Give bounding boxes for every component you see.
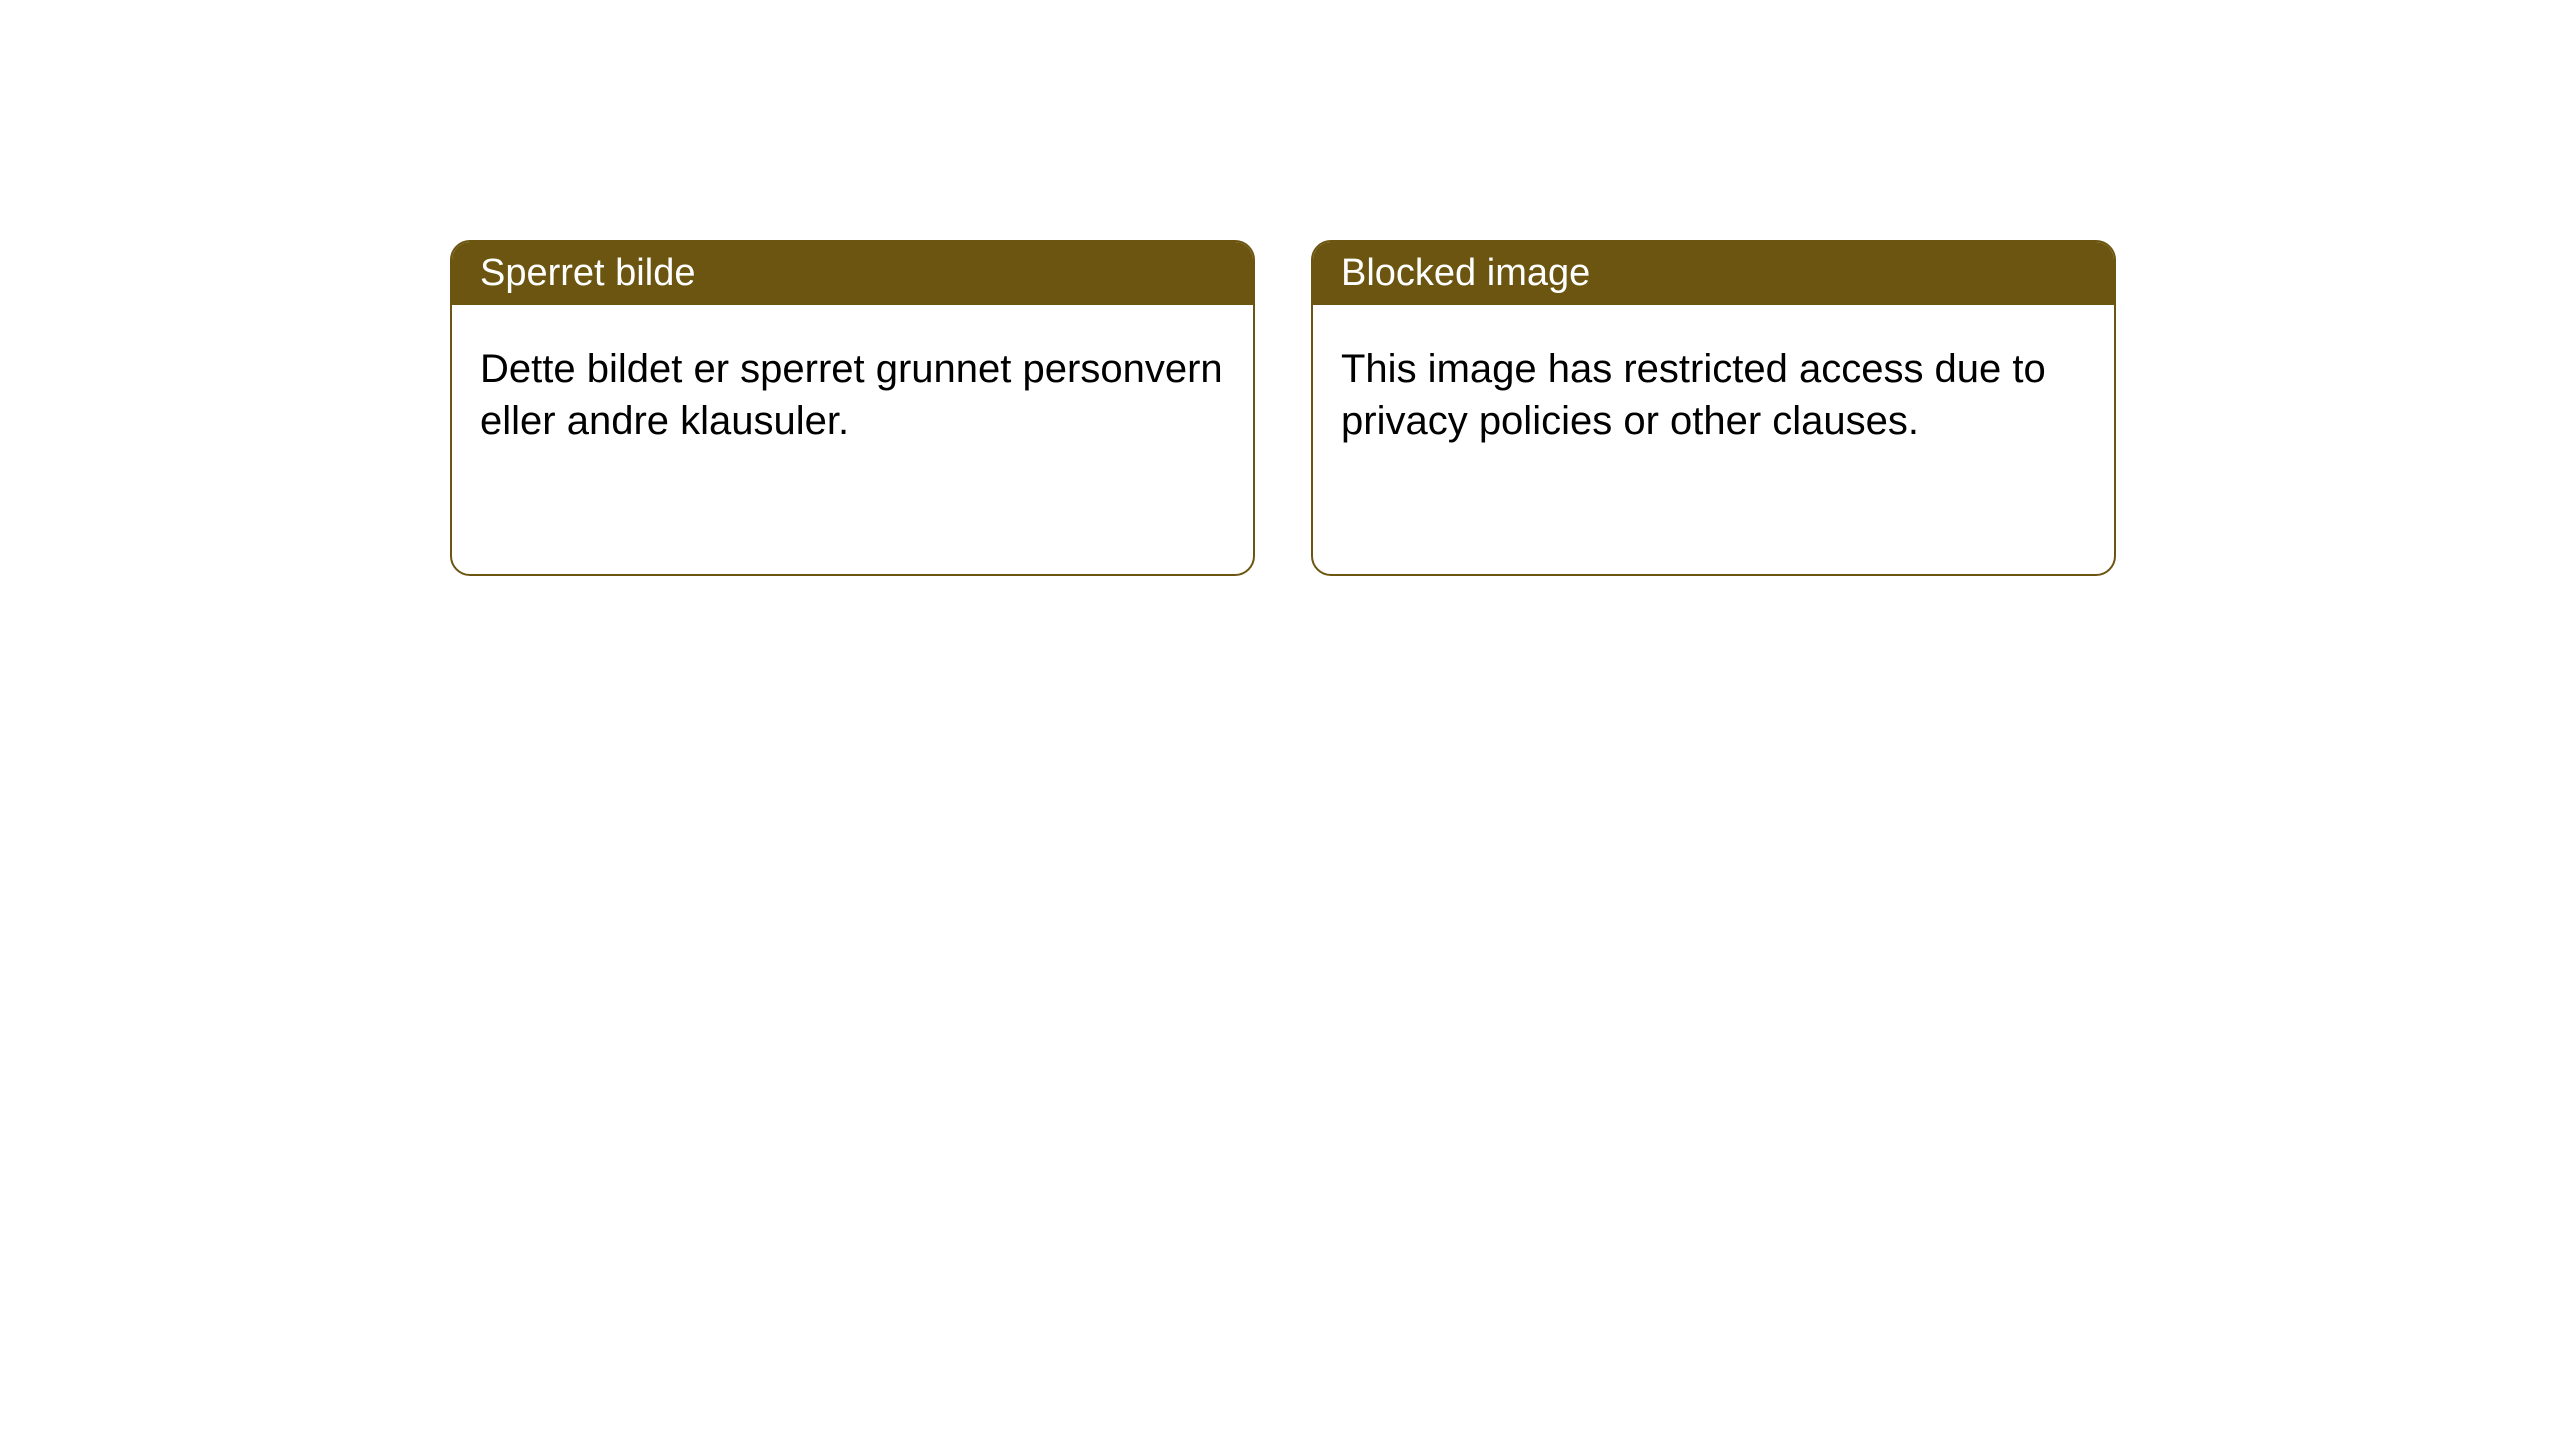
card-container: Sperret bilde Dette bildet er sperret gr… <box>0 0 2560 576</box>
blocked-image-card-en: Blocked image This image has restricted … <box>1311 240 2116 576</box>
card-header: Blocked image <box>1313 242 2114 305</box>
blocked-image-card-no: Sperret bilde Dette bildet er sperret gr… <box>450 240 1255 576</box>
card-body: This image has restricted access due to … <box>1313 305 2114 485</box>
card-title: Sperret bilde <box>480 252 695 294</box>
card-header: Sperret bilde <box>452 242 1253 305</box>
card-message: This image has restricted access due to … <box>1341 347 2046 443</box>
card-title: Blocked image <box>1341 252 1590 294</box>
card-message: Dette bildet er sperret grunnet personve… <box>480 347 1223 443</box>
card-body: Dette bildet er sperret grunnet personve… <box>452 305 1253 485</box>
